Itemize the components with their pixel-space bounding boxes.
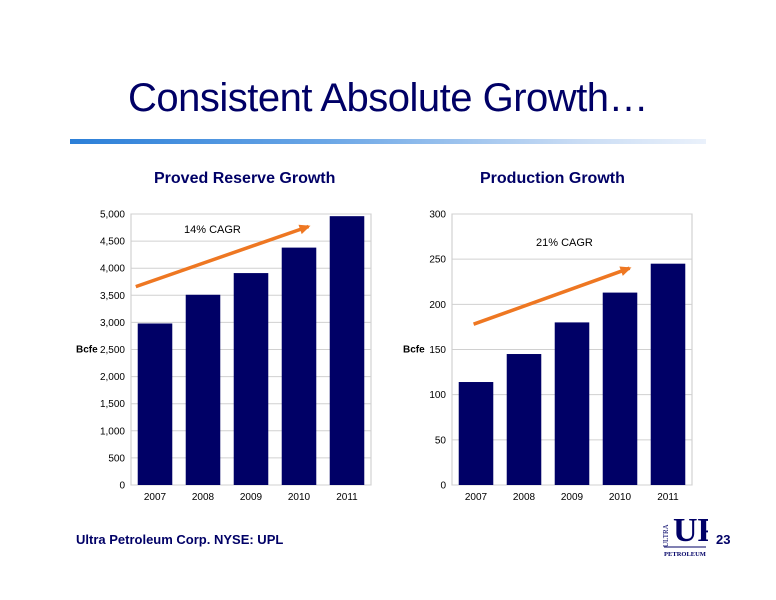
production-xtick-label: 2007 [465, 492, 488, 503]
production-trend-arrow-head [619, 266, 632, 276]
production-ytick-label: 150 [429, 345, 446, 356]
reserve-trend-arrow-line [135, 224, 310, 289]
production-xtick-label: 2011 [657, 492, 679, 503]
reserve-xtick-label: 2011 [336, 492, 358, 503]
reserve-chart: 0 500 1,000 1,500 2,000 2,500 3,000 3,500 4,000 4… [76, 210, 372, 503]
production-bar [650, 263, 686, 485]
production-chart-title: Production Growth [480, 170, 625, 187]
reserve-xtick-label: 2009 [240, 492, 263, 503]
production-bar [458, 382, 494, 485]
slide-title: Consistent Absolute Growth… [127, 76, 649, 120]
logo-petroleum-text: PETROLEUM [664, 551, 706, 558]
reserve-ytick-label: 2,500 [100, 345, 125, 356]
production-xtick-label: 2009 [561, 492, 584, 503]
production-xtick-label: 2008 [513, 492, 536, 503]
production-ytick-label: 50 [435, 435, 447, 446]
footer-company: Ultra Petroleum Corp. NYSE: UPL [76, 532, 284, 547]
reserve-ytick-label: 500 [108, 453, 125, 464]
logo-ultra-text: ULTRA [662, 524, 670, 547]
logo-up-mark: UP [673, 512, 708, 549]
ultra-petroleum-logo: ULTRA UP PETROLEUM [662, 503, 708, 559]
reserve-bar [185, 294, 221, 485]
production-ytick-label: 0 [440, 481, 446, 492]
reserve-ytick-label: 1,500 [100, 399, 125, 410]
reserve-cagr-annotation: 14% CAGR [184, 224, 241, 236]
page-number: 23 [716, 532, 731, 547]
reserve-ylabel: Bcfe [76, 345, 98, 356]
reserve-ytick-label: 3,500 [100, 291, 125, 302]
production-xtick-label: 2010 [609, 492, 632, 503]
reserve-xtick-label: 2010 [288, 492, 311, 503]
reserve-ytick-label: 3,000 [100, 318, 125, 329]
reserve-bar [233, 273, 269, 485]
reserve-bar [281, 247, 317, 485]
reserve-xtick-label: 2008 [192, 492, 215, 503]
reserve-ytick-label: 1,000 [100, 426, 125, 437]
production-bar [506, 354, 542, 485]
reserve-ytick-label: 0 [119, 481, 125, 492]
production-ytick-label: 300 [429, 210, 446, 221]
production-ytick-label: 250 [429, 255, 446, 266]
production-bar [554, 322, 590, 485]
production-ytick-label: 200 [429, 300, 446, 311]
reserve-ytick-label: 5,000 [100, 210, 125, 221]
production-bar [602, 292, 638, 485]
production-ylabel: Bcfe [403, 345, 425, 356]
reserve-ytick-label: 4,500 [100, 237, 125, 248]
production-trend-arrow-line [473, 266, 631, 326]
reserve-xtick-label: 2007 [144, 492, 167, 503]
reserve-chart-title: Proved Reserve Growth [154, 170, 336, 187]
reserve-ytick-label: 2,000 [100, 372, 125, 383]
reserve-trend-arrow-head [298, 224, 311, 235]
reserve-bar [137, 323, 173, 485]
title-underline [70, 139, 706, 144]
production-ytick-label: 100 [429, 390, 446, 401]
reserve-bar [329, 216, 365, 485]
production-chart: 0 50 100 150 200 250 300 2007 2008 2009 2010 2011 Bc… [403, 210, 693, 503]
reserve-ytick-label: 4,000 [100, 264, 125, 275]
production-cagr-annotation: 21% CAGR [536, 237, 593, 249]
